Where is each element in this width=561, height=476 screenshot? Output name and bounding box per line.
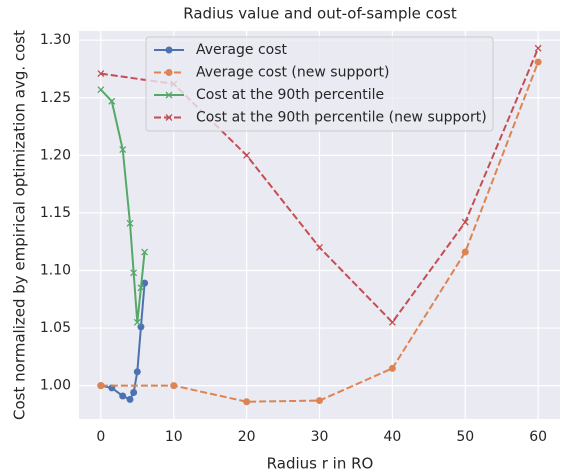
y-tick-label: 1.20 [40, 147, 71, 163]
series-line [100, 89, 146, 323]
point [461, 248, 469, 256]
point [137, 284, 145, 292]
point [108, 97, 116, 105]
point [133, 318, 141, 326]
legend-label: Average cost (new support) [196, 65, 390, 81]
point [126, 219, 134, 227]
point [130, 389, 138, 397]
point [170, 382, 178, 390]
y-tick-label: 1.05 [40, 320, 71, 336]
point [130, 269, 138, 277]
point [141, 279, 149, 287]
x-tick-label: 40 [383, 429, 401, 445]
point [534, 44, 542, 52]
y-tick-label: 1.25 [40, 90, 71, 106]
x-tick-label: 30 [311, 429, 329, 445]
legend-label: Average cost [196, 42, 287, 58]
x-tick-label: 20 [238, 429, 256, 445]
point [316, 397, 323, 405]
legend: Average cost Average cost (new support) Co… [145, 36, 494, 132]
point [461, 218, 469, 226]
point [388, 318, 396, 326]
x-tick-label: 60 [529, 429, 547, 445]
legend-label: Cost at the 90th percentile [196, 87, 384, 103]
y-tick-label: 1.30 [40, 32, 71, 48]
point [126, 395, 134, 403]
legend-box [145, 36, 494, 132]
legend-marker [165, 69, 173, 76]
y-axis-label: Cost normalized by empirical optimizatio… [11, 30, 29, 420]
legend-marker [165, 46, 173, 54]
point [141, 248, 149, 256]
point [119, 392, 127, 400]
point [97, 382, 105, 390]
legend-label: Cost at the 90th percentile (new support… [196, 110, 487, 126]
x-tick-label: 0 [96, 429, 105, 445]
point [388, 364, 396, 372]
point [243, 151, 251, 159]
point [97, 70, 105, 78]
legend-marker [165, 91, 173, 99]
y-tick-label: 1.15 [40, 205, 71, 221]
point [316, 243, 323, 251]
y-tick-label: 1.00 [40, 378, 71, 394]
legend-marker [165, 114, 173, 121]
point [243, 398, 251, 406]
x-axis-label: Radius r in RO [267, 455, 374, 473]
point [97, 86, 105, 94]
point [133, 368, 141, 376]
point [119, 146, 127, 154]
x-tick-label: 50 [456, 429, 474, 445]
x-tick-label: 10 [165, 429, 183, 445]
chart-title: Radius value and out-of-sample cost [183, 5, 457, 23]
point [534, 58, 542, 66]
point [137, 323, 145, 331]
y-tick-label: 1.10 [40, 262, 71, 278]
